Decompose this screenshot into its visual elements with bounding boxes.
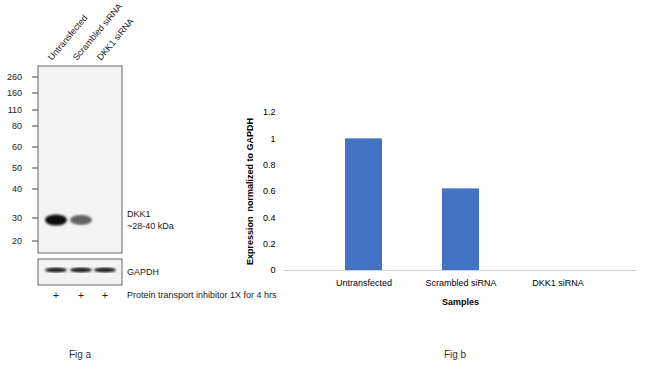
svg-text:DKK1: DKK1	[127, 209, 151, 219]
svg-text:110: 110	[8, 105, 22, 115]
svg-text:Untransfected: Untransfected	[336, 278, 392, 288]
svg-text:60: 60	[12, 142, 22, 152]
svg-text:160: 160	[7, 88, 22, 98]
svg-text:260: 260	[7, 72, 22, 82]
svg-text:~28-40 kDa: ~28-40 kDa	[127, 221, 174, 231]
svg-text:+: +	[78, 289, 84, 301]
svg-text:0.4: 0.4	[263, 213, 276, 223]
svg-text:DKK1 siRNA: DKK1 siRNA	[95, 16, 136, 62]
svg-text:GAPDH: GAPDH	[127, 267, 159, 277]
svg-text:Scrambled siRNA: Scrambled siRNA	[425, 278, 496, 288]
svg-text:20: 20	[12, 236, 22, 246]
svg-text:Fig b: Fig b	[444, 349, 467, 360]
svg-text:1: 1	[270, 134, 275, 144]
svg-text:30: 30	[12, 213, 22, 223]
svg-text:0: 0	[270, 265, 275, 275]
svg-text:+: +	[102, 289, 108, 301]
svg-text:40: 40	[12, 184, 22, 194]
svg-text:Untransfected: Untransfected	[45, 12, 90, 63]
svg-text:Expression normalized to GAPD: Expression normalized to GAPDH	[245, 118, 255, 265]
svg-text:0.6: 0.6	[263, 186, 276, 196]
svg-text:DKK1 siRNA: DKK1 siRNA	[532, 278, 584, 288]
svg-text:80: 80	[12, 121, 22, 131]
svg-text:0.2: 0.2	[263, 239, 276, 249]
svg-text:Fig a: Fig a	[69, 349, 92, 360]
svg-text:50: 50	[12, 163, 22, 173]
svg-text:1.2: 1.2	[263, 107, 276, 117]
svg-text:0.8: 0.8	[263, 160, 276, 170]
svg-text:Samples: Samples	[442, 297, 479, 307]
svg-text:+: +	[53, 289, 59, 301]
svg-text:Protein transport inhibitor 1X: Protein transport inhibitor 1X for 4 hrs	[127, 290, 277, 300]
svg-text:Scrambled siRNA: Scrambled siRNA	[70, 1, 125, 63]
